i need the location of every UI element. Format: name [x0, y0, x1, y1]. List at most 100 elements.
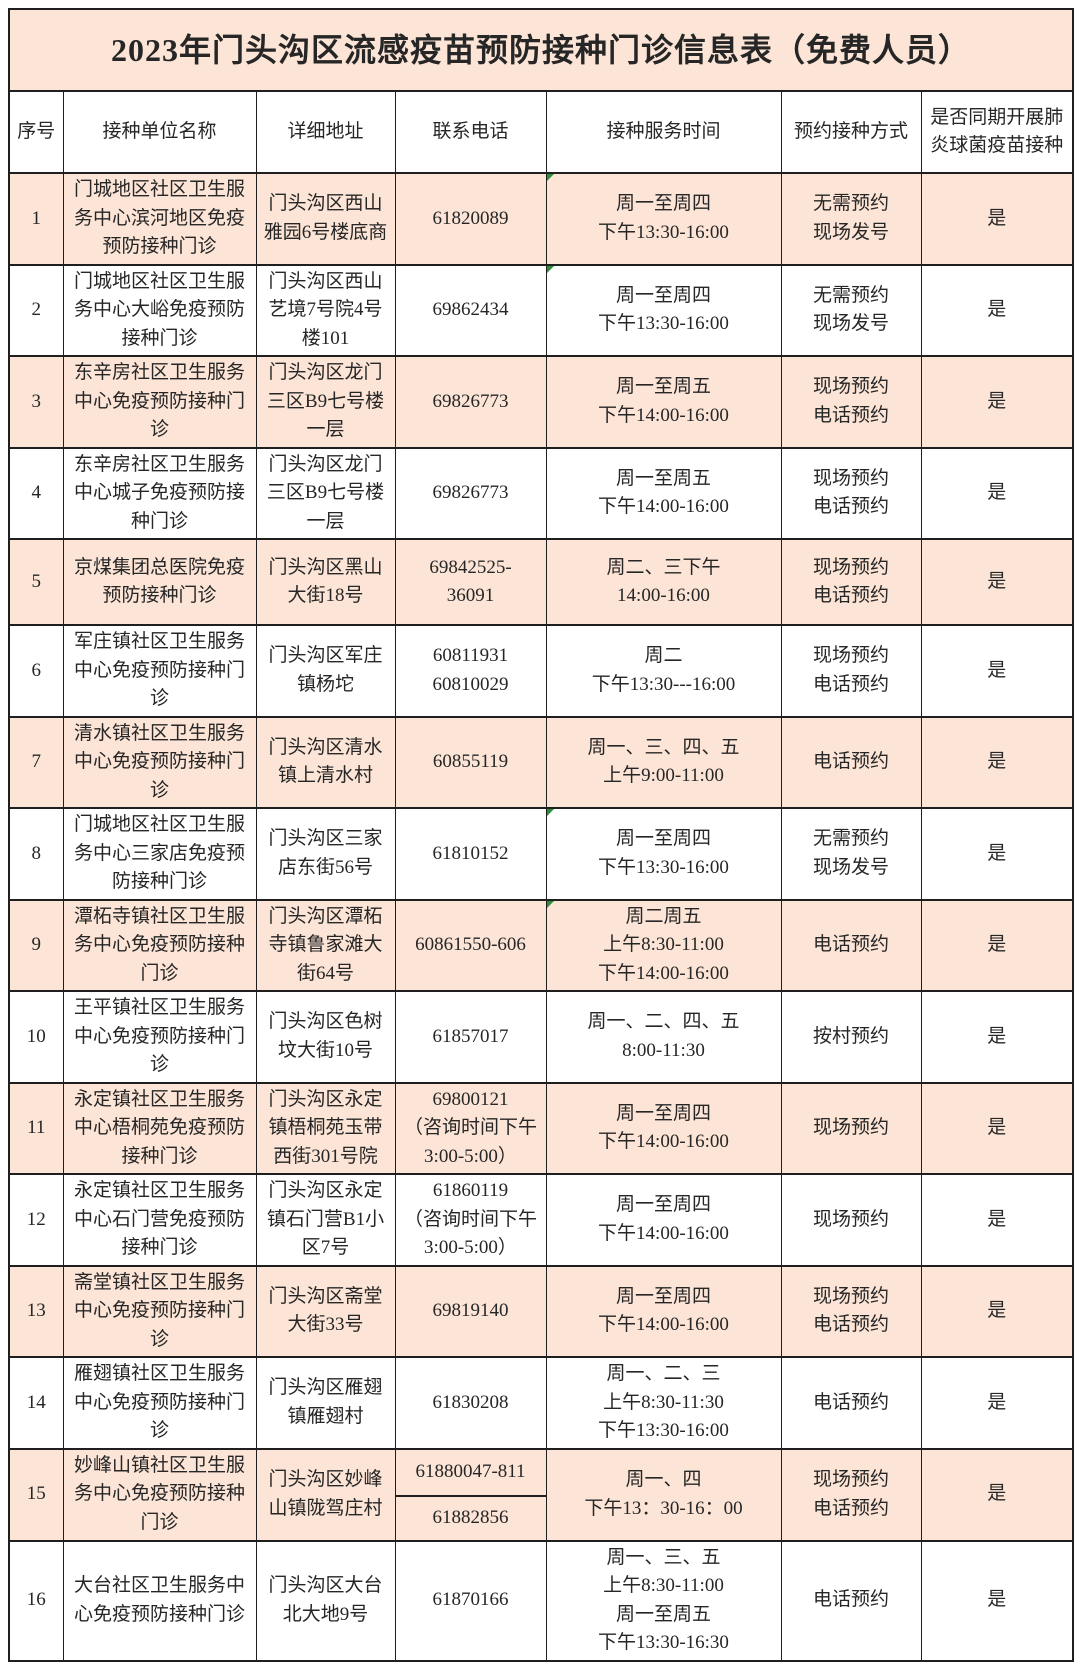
service-time-line: 周一至周五 — [615, 1603, 711, 1625]
pneumococcal-cell: 是 — [920, 1539, 1074, 1662]
phone-split-group: 61880047-811 61882856 — [395, 1450, 546, 1540]
booking-method-cell: 电话预约 — [780, 1356, 922, 1450]
phone-line: 61857017 — [432, 1025, 509, 1047]
phone-cell: 69862434 — [394, 263, 547, 357]
table-row: 7 清水镇社区卫生服务中心免疫预防接种门诊 门头沟区清水镇上清水村 60855119 周… — [8, 715, 1074, 809]
service-time-line: 周一、二、三 — [606, 1363, 721, 1384]
phone-cell: 61860119 （咨询时间下午 3:00-5:00） — [394, 1173, 547, 1267]
booking-method-cell: 电话预约 — [780, 715, 922, 809]
service-time-line: 周一至周四 — [615, 828, 711, 850]
phone-line: （咨询时间下午 — [403, 1208, 537, 1230]
table-row: 4 东辛房社区卫生服务中心城子免疫预防接种门诊 门头沟区龙门三区B9七号楼一层 698… — [8, 446, 1074, 540]
service-time-line: 周一至周四 — [615, 284, 711, 306]
address-cell: 门头沟区大台北大地9号 — [255, 1539, 396, 1662]
service-time-line: 下午14:00-16:00 — [598, 496, 729, 518]
unit-name-cell: 门城地区社区卫生服务中心三家店免疫预防接种门诊 — [62, 807, 257, 901]
booking-method-line: 无需预约 — [812, 284, 889, 306]
service-time-line: 周一至周四 — [615, 1194, 711, 1216]
phone-line: 61830208 — [432, 1391, 509, 1413]
booking-method-cell: 无需预约 现场发号 — [780, 263, 922, 357]
pneumococcal-cell: 是 — [920, 263, 1074, 357]
service-time-cell: 周一至周四 下午14:00-16:00 — [545, 1173, 782, 1267]
pneumococcal-cell: 是 — [920, 1081, 1074, 1175]
service-time-line: 下午13:30-16:00 — [598, 313, 729, 335]
unit-name-cell: 永定镇社区卫生服务中心梧桐苑免疫预防接种门诊 — [62, 1081, 257, 1175]
booking-method-cell: 按村预约 — [780, 990, 922, 1084]
row-number-cell: 3 — [8, 355, 64, 449]
address-cell: 门头沟区色树坟大街10号 — [255, 990, 396, 1084]
service-time-line: 周一至周五 — [615, 467, 711, 489]
unit-name-cell: 东辛房社区卫生服务中心免疫预防接种门诊 — [62, 355, 257, 449]
table-row: 3 东辛房社区卫生服务中心免疫预防接种门诊 门头沟区龙门三区B9七号楼一层 69826… — [8, 355, 1074, 449]
row-number-cell: 5 — [8, 538, 64, 626]
booking-method-line: 电话预约 — [812, 585, 889, 606]
service-time-line: 下午13:30-16:30 — [598, 1632, 729, 1653]
phone-cell: 61830208 — [394, 1356, 547, 1450]
row-number-cell: 15 — [8, 1447, 64, 1542]
booking-method-cell: 现场预约 电话预约 — [780, 1264, 922, 1358]
booking-method-line: 电话预约 — [812, 751, 889, 772]
pneumococcal-cell: 是 — [920, 624, 1074, 718]
phone-cell: 61880047-811 61882856 — [394, 1447, 547, 1542]
unit-name-cell: 雁翅镇社区卫生服务中心免疫预防接种门诊 — [62, 1356, 257, 1450]
booking-method-line: 现场预约 — [812, 1208, 889, 1230]
booking-method-line: 无需预约 — [812, 828, 889, 850]
phone-line: 61810152 — [432, 842, 509, 864]
unit-name-cell: 永定镇社区卫生服务中心石门营免疫预防接种门诊 — [62, 1173, 257, 1267]
address-cell: 门头沟区龙门三区B9七号楼一层 — [255, 446, 396, 540]
phone-cell: 60855119 — [394, 715, 547, 809]
phone-line: 69842525- — [429, 556, 512, 578]
service-time-cell: 周二、三下午 14:00-16:00 — [545, 538, 782, 626]
phone-cell: 69826773 — [394, 355, 547, 449]
booking-method-cell: 现场预约 电话预约 — [780, 446, 922, 540]
booking-method-line: 现场预约 — [812, 645, 889, 667]
service-time-line: 上午8:30-11:00 — [603, 1575, 724, 1596]
phone-cell: 61820089 — [394, 172, 547, 266]
booking-method-cell: 无需预约 现场发号 — [780, 172, 922, 266]
booking-method-line: 电话预约 — [812, 1391, 889, 1413]
address-cell: 门头沟区黑山大街18号 — [255, 538, 396, 626]
phone-line: 60811931 — [432, 645, 509, 667]
pneumococcal-cell: 是 — [920, 990, 1074, 1084]
col-header-number: 序号 — [8, 90, 64, 174]
booking-method-cell: 现场预约 — [780, 1173, 922, 1267]
phone-line: 36091 — [446, 585, 495, 606]
unit-name-cell: 门城地区社区卫生服务中心滨河地区免疫预防接种门诊 — [62, 172, 257, 266]
service-time-line: 下午14:00-16:00 — [598, 404, 729, 426]
table-row: 9 潭柘寺镇社区卫生服务中心免疫预防接种门诊 门头沟区潭柘寺镇鲁家滩大街64号 608… — [8, 898, 1074, 992]
booking-method-cell: 现场预约 电话预约 — [780, 1447, 922, 1542]
booking-method-cell: 无需预约 现场发号 — [780, 807, 922, 901]
service-time-line: 下午13:30---16:00 — [591, 673, 736, 695]
booking-method-line: 现场预约 — [812, 1469, 889, 1490]
booking-method-cell: 现场预约 电话预约 — [780, 538, 922, 626]
phone-line: 3:00-5:00） — [424, 1237, 517, 1258]
row-number-cell: 13 — [8, 1264, 64, 1358]
booking-method-line: 电话预约 — [812, 673, 889, 695]
service-time-line: 周一至周四 — [615, 1285, 711, 1307]
booking-method-cell: 电话预约 — [780, 898, 922, 992]
booking-method-line: 现场预约 — [812, 556, 889, 578]
unit-name-cell: 东辛房社区卫生服务中心城子免疫预防接种门诊 — [62, 446, 257, 540]
table-row: 11 永定镇社区卫生服务中心梧桐苑免疫预防接种门诊 门头沟区永定镇梧桐苑玉带西街30… — [8, 1081, 1074, 1175]
phone-cell: 61810152 — [394, 807, 547, 901]
pneumococcal-cell: 是 — [920, 538, 1074, 626]
service-time-line: 周二周五 — [625, 905, 702, 927]
booking-method-line: 电话预约 — [812, 404, 889, 426]
service-time-cell: 周一至周四 下午13:30-16:00 — [545, 172, 782, 266]
row-number-cell: 10 — [8, 990, 64, 1084]
booking-method-line: 电话预约 — [812, 934, 889, 955]
clinic-info-table: 2023年门头沟区流感疫苗预防接种门诊信息表（免费人员） 序号 接种单位名称 详细地… — [8, 8, 1075, 1662]
phone-cell: 69842525- 36091 — [394, 538, 547, 626]
pneumococcal-cell: 是 — [920, 898, 1074, 992]
service-time-cell: 周一至周四下午13:30-16:00 — [545, 263, 782, 357]
booking-method-cell: 现场预约 电话预约 — [780, 355, 922, 449]
service-time-cell: 周一至周四 下午14:00-16:00 — [545, 1081, 782, 1175]
phone-line: （咨询时间下午 — [403, 1117, 537, 1138]
cell-error-marker-icon — [546, 174, 554, 181]
unit-name-cell: 王平镇社区卫生服务中心免疫预防接种门诊 — [62, 990, 257, 1084]
booking-method-line: 现场发号 — [812, 221, 889, 243]
service-time-cell: 周一、三、五 上午8:30-11:00 周一至周五 下午13:30-16:30 — [545, 1539, 782, 1662]
service-time-cell: 周一、四 下午13：30-16：00 — [545, 1447, 782, 1542]
pneumococcal-cell: 是 — [920, 1356, 1074, 1450]
